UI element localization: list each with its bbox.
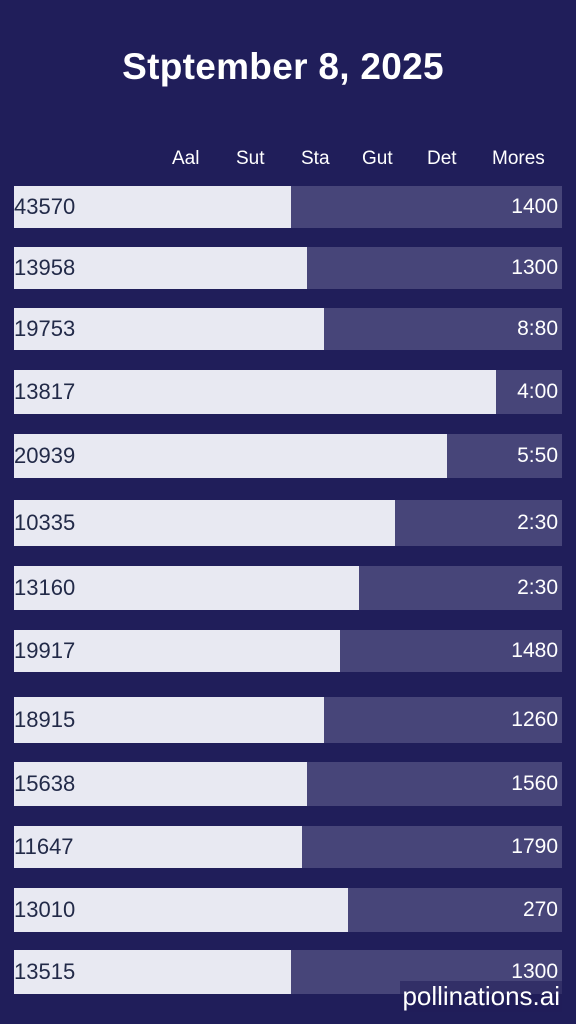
bar <box>14 308 324 350</box>
bar-row: 13817 4:00 <box>14 370 562 414</box>
bar-value-label: 1790 <box>511 835 558 858</box>
bar-category-label: 13010 <box>14 897 76 922</box>
bar-value-label: 2:30 <box>517 511 558 534</box>
bar <box>14 247 307 289</box>
bar-row: 18915 1260 <box>14 697 562 743</box>
bar-value-label: 8:80 <box>517 317 558 340</box>
bar-category-label: 11647 <box>14 834 74 859</box>
column-headers: Aal Sut Sta Gut Det Mores <box>0 148 576 172</box>
column-header-sta: Sta <box>301 148 330 169</box>
bar-value-label: 4:00 <box>517 380 558 403</box>
bar-category-label: 13160 <box>14 575 76 600</box>
bar <box>14 370 496 414</box>
bar-row: 19753 8:80 <box>14 308 562 350</box>
column-header-det: Det <box>427 148 457 169</box>
bar-category-label: 13958 <box>14 255 76 280</box>
bar <box>14 888 348 932</box>
bar-category-label: 13817 <box>14 379 76 404</box>
bar-row: 19917 1480 <box>14 630 562 672</box>
bar <box>14 950 291 994</box>
bar-row: 13160 2:30 <box>14 566 562 610</box>
bar-row: 15638 1560 <box>14 762 562 806</box>
bar <box>14 434 447 478</box>
bar-value-label: 1260 <box>511 708 558 731</box>
bar-category-label: 19753 <box>14 316 76 341</box>
bar-category-label: 20939 <box>14 443 76 468</box>
bar <box>14 826 302 868</box>
column-header-aal: Aal <box>172 148 200 169</box>
bar-category-label: 18915 <box>14 707 76 732</box>
bar-value-label: 1300 <box>511 256 558 279</box>
bar <box>14 697 324 743</box>
bar-category-label: 43570 <box>14 194 76 219</box>
bar <box>14 186 291 228</box>
column-header-mores: Mores <box>492 148 545 169</box>
bar <box>14 500 395 546</box>
bar-value-label: 5:50 <box>517 444 558 467</box>
bar-value-label: 1400 <box>511 195 558 218</box>
bar-row: 10335 2:30 <box>14 500 562 546</box>
bar <box>14 566 359 610</box>
bar-row: 13010 270 <box>14 888 562 932</box>
bar-category-label: 10335 <box>14 510 76 535</box>
bar-category-label: 19917 <box>14 638 76 663</box>
bar-row: 11647 1790 <box>14 826 562 868</box>
bar-value-label: 1560 <box>511 772 558 795</box>
bar-value-label: 2:30 <box>517 576 558 599</box>
column-header-sut: Sut <box>236 148 265 169</box>
bar-row: 43570 1400 <box>14 186 562 228</box>
bar-value-label: 1300 <box>511 960 558 983</box>
bar-value-label: 1480 <box>511 639 558 662</box>
chart-title: Stptember 8, 2025 <box>122 46 444 87</box>
watermark: pollinations.ai <box>400 981 562 1012</box>
column-header-gut: Gut <box>362 148 393 169</box>
bar-row: 13958 1300 <box>14 247 562 289</box>
bar-value-label: 270 <box>522 898 558 921</box>
bar-row: 20939 5:50 <box>14 434 562 478</box>
bar <box>14 630 340 672</box>
bar-category-label: 13515 <box>14 959 76 984</box>
bar-category-label: 15638 <box>14 771 76 796</box>
bar <box>14 762 307 806</box>
